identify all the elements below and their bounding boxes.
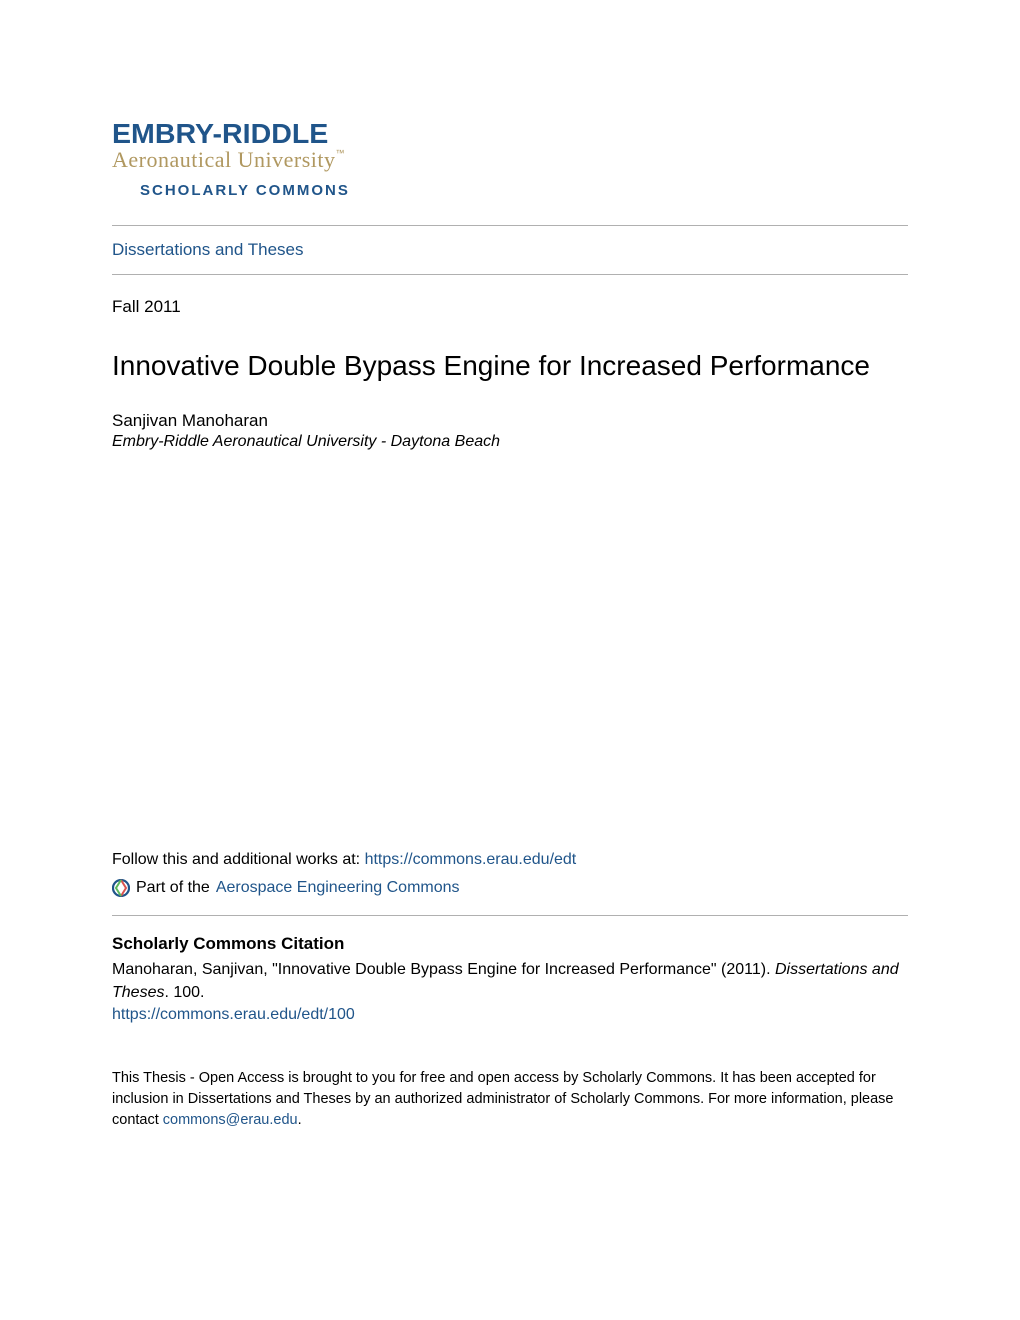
network-link[interactable]: Aerospace Engineering Commons: [216, 879, 460, 897]
footer-notice: This Thesis - Open Access is brought to …: [112, 1068, 908, 1131]
network-prefix: Part of the: [136, 879, 210, 897]
citation-text: Manoharan, Sanjivan, "Innovative Double …: [112, 958, 908, 1004]
author-affiliation: Embry-Riddle Aeronautical University - D…: [112, 433, 908, 451]
divider-footer: [112, 915, 908, 916]
contact-email-link[interactable]: commons@erau.edu: [163, 1112, 298, 1128]
trademark-symbol: ™: [336, 148, 345, 158]
follow-prefix: Follow this and additional works at:: [112, 851, 365, 868]
publication-date: Fall 2011: [112, 275, 908, 317]
follow-works-line: Follow this and additional works at: htt…: [112, 851, 908, 869]
logo-scholarly: SCHOLARLY COMMONS: [140, 182, 908, 199]
citation-part1: Manoharan, Sanjivan, "Innovative Double …: [112, 961, 775, 978]
author-name: Sanjivan Manoharan: [112, 411, 908, 431]
content-spacer: [112, 451, 908, 851]
logo-line1: EMBRY-RIDDLE: [112, 120, 924, 148]
paper-title: Innovative Double Bypass Engine for Incr…: [112, 349, 908, 383]
network-icon: [112, 879, 130, 897]
collection-link[interactable]: Dissertations and Theses: [112, 226, 908, 274]
follow-url-link[interactable]: https://commons.erau.edu/edt: [365, 851, 577, 868]
institution-logo: EMBRY-RIDDLE Aeronautical University™ SC…: [112, 120, 908, 199]
logo-line2: Aeronautical University: [112, 147, 336, 172]
citation-url-link[interactable]: https://commons.erau.edu/edt/100: [112, 1006, 908, 1024]
citation-heading: Scholarly Commons Citation: [112, 934, 908, 954]
citation-part2: . 100.: [164, 984, 204, 1001]
logo-line2-wrap: Aeronautical University™: [112, 148, 908, 172]
footer-part2: .: [298, 1112, 302, 1128]
network-row: Part of the Aerospace Engineering Common…: [112, 879, 908, 897]
